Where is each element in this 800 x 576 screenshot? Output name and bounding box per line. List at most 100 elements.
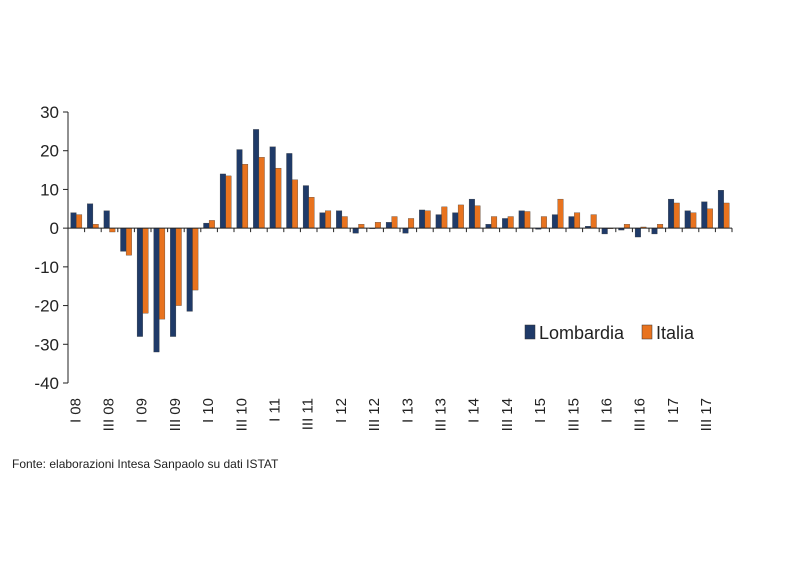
x-tick-label: I 09 (134, 398, 151, 423)
x-tick-label: III 08 (101, 398, 118, 431)
x-tick-label: I 10 (200, 398, 217, 423)
bar-italia (706, 208, 713, 229)
bar-lombardia (170, 227, 177, 337)
bar-lombardia (87, 203, 94, 229)
bar-lombardia (485, 224, 492, 229)
bar-italia (574, 212, 581, 229)
bar-lombardia (385, 222, 392, 229)
bar-italia (491, 216, 498, 229)
bar-italia (623, 224, 630, 229)
legend-swatch-italia (641, 324, 653, 340)
x-tick-label: I 15 (532, 398, 549, 423)
x-tick-label: I 14 (466, 398, 483, 423)
source-note: Fonte: elaborazioni Intesa Sanpaolo su d… (12, 457, 279, 471)
bar-italia (159, 227, 166, 320)
bar-lombardia (601, 227, 608, 235)
x-axis: I 08 III 08 I 09 III 09 I 10 III 10 I 11 III 11… (67, 227, 733, 431)
bar-italia (109, 227, 116, 233)
bar-lombardia (502, 218, 509, 229)
bar-lombardia (136, 227, 143, 337)
y-axis: 30 20 10 0 -10 -20 -30 -40 (34, 103, 69, 393)
bar-italia (325, 210, 332, 229)
bar-italia (258, 157, 265, 229)
x-tick-label: III 10 (233, 398, 250, 431)
bar-italia (92, 224, 99, 229)
bar-italia (590, 214, 597, 229)
bar-lombardia (70, 212, 77, 229)
bar-italia (142, 227, 149, 314)
bar-italia (507, 216, 514, 229)
bar-lombardia (236, 149, 243, 229)
bar-lombardia (684, 210, 691, 229)
x-tick-label: III 12 (366, 398, 383, 431)
bar-lombardia (120, 227, 127, 252)
bar-lombardia (518, 210, 525, 229)
y-tick-label: -10 (34, 258, 59, 277)
y-tick-label: -30 (34, 335, 59, 354)
bar-lombardia (568, 216, 575, 229)
x-tick-label: III 16 (632, 398, 649, 431)
bar-italia (690, 212, 697, 229)
bar-italia (540, 216, 547, 229)
bar-italia (391, 216, 398, 229)
bar-italia (291, 179, 298, 229)
bar-italia (457, 204, 464, 229)
x-tick-label: III 15 (565, 398, 582, 431)
bar-lombardia (103, 210, 110, 229)
y-tick-label: 20 (40, 142, 59, 161)
x-tick-label: I 13 (399, 398, 416, 423)
bar-italia (408, 218, 415, 229)
bar-lombardia (551, 214, 558, 229)
x-tick-label: III 11 (300, 398, 317, 430)
bar-italia (175, 227, 182, 306)
bar-lombardia (319, 212, 326, 229)
legend-label-lombardia: Lombardia (539, 323, 625, 343)
bar-italia (474, 205, 481, 229)
bar-italia (524, 211, 531, 229)
y-tick-label: 10 (40, 180, 59, 199)
bar-lombardia (253, 129, 260, 229)
x-tick-label: III 09 (167, 398, 184, 431)
bar-italia (341, 216, 348, 229)
bars (70, 129, 730, 353)
bar-lombardia (336, 210, 343, 229)
x-tick-label: I 12 (333, 398, 350, 423)
bar-lombardia (302, 185, 309, 229)
bar-lombardia (468, 198, 475, 229)
legend: Lombardia Italia (524, 323, 695, 343)
bar-italia (358, 224, 365, 229)
bar-italia (424, 210, 431, 229)
bar-lombardia (286, 153, 293, 229)
bar-italia (208, 220, 215, 229)
bar-lombardia (402, 227, 409, 234)
bar-lombardia (701, 201, 708, 229)
bar-lombardia (717, 190, 724, 229)
bar-italia (308, 197, 315, 229)
y-tick-label: 30 (40, 103, 59, 122)
bar-italia (673, 202, 680, 229)
bar-lombardia (269, 146, 276, 229)
bar-lombardia (352, 227, 359, 234)
x-tick-label: I 08 (67, 398, 84, 423)
bar-italia (275, 167, 282, 229)
x-tick-label: I 16 (599, 398, 616, 423)
bar-italia (557, 198, 564, 229)
legend-label-italia: Italia (656, 323, 695, 343)
bar-lombardia (219, 173, 226, 229)
bar-italia (76, 214, 83, 229)
x-tick-label: III 14 (499, 398, 516, 431)
bar-lombardia (153, 227, 160, 353)
bar-italia (723, 202, 730, 229)
bar-italia (125, 227, 132, 256)
bar-lombardia (634, 227, 641, 238)
legend-swatch-lombardia (524, 324, 536, 340)
bar-lombardia (186, 227, 193, 312)
bar-italia (441, 206, 448, 229)
y-tick-label: 0 (50, 219, 59, 238)
bar-lombardia (203, 222, 210, 229)
x-tick-label: I 11 (267, 398, 284, 422)
bar-lombardia (452, 212, 459, 229)
bar-italia (192, 227, 199, 291)
bar-lombardia (651, 227, 658, 235)
